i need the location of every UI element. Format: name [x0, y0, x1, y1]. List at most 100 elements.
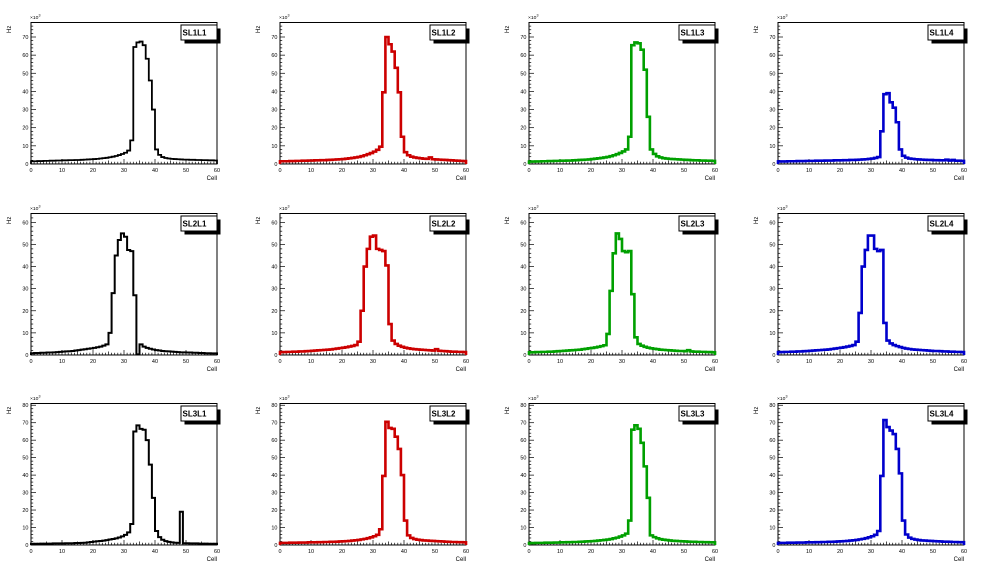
- legend-label: SL1L1: [182, 28, 207, 37]
- x-axis-title: Cell: [456, 557, 466, 563]
- panel-SL3L2: 0 10 20 30 40 50 60 0 10 20 30 40 50 60 70 80 Cell Hz ×103…: [249, 381, 498, 572]
- svg-text:20: 20: [769, 308, 775, 314]
- plot-frame: [777, 21, 965, 165]
- legend-box: [678, 405, 716, 422]
- svg-text:30: 30: [769, 491, 775, 497]
- svg-text:20: 20: [22, 126, 28, 132]
- svg-text:30: 30: [271, 491, 277, 497]
- svg-text:60: 60: [22, 220, 28, 226]
- svg-text:50: 50: [520, 242, 526, 248]
- svg-text:0: 0: [29, 359, 32, 365]
- svg-text:10: 10: [271, 331, 277, 337]
- legend-box: [180, 24, 218, 41]
- svg-text:60: 60: [769, 53, 775, 59]
- legend-label: SL3L1: [183, 410, 208, 419]
- legend-label: SL2L4: [930, 219, 955, 228]
- legend-box: [429, 24, 467, 41]
- y-axis-labels: 0 10 20 30 40 50 60 70: [769, 35, 775, 168]
- histogram-SL1L2: 0 10 20 30 40 50 60 0 10 20 30 40 50 60 70 Cell Hz ×103 SL…: [256, 13, 470, 182]
- svg-text:10: 10: [308, 359, 314, 365]
- histogram-line-SL1L4: [776, 91, 966, 164]
- histogram-line-SL1L3: [527, 41, 717, 164]
- svg-text:20: 20: [22, 508, 28, 514]
- svg-text:40: 40: [401, 549, 407, 555]
- svg-text:20: 20: [271, 508, 277, 514]
- svg-text:50: 50: [769, 242, 775, 248]
- svg-text:60: 60: [463, 359, 469, 365]
- svg-text:20: 20: [520, 508, 526, 514]
- histogram-SL2L1: 0 10 20 30 40 50 60 0 10 20 30 40 50 60 Cell Hz ×103 SL2L…: [7, 204, 221, 373]
- x-axis-labels: 0 10 20 30 40 50 60: [29, 359, 220, 365]
- svg-text:60: 60: [271, 220, 277, 226]
- svg-text:60: 60: [22, 439, 28, 445]
- svg-text:10: 10: [557, 549, 563, 555]
- svg-text:20: 20: [837, 168, 843, 174]
- histogram-line-SL2L1: [30, 232, 218, 355]
- histogram-SL2L3: 0 10 20 30 40 50 60 0 10 20 30 40 50 60 Cell Hz ×103 SL2L…: [505, 204, 719, 373]
- svg-text:10: 10: [22, 331, 28, 337]
- y-axis-title: Hz: [256, 216, 262, 223]
- y-axis-labels: 0 10 20 30 40 50 60: [22, 220, 28, 359]
- y-scale-label: ×103: [528, 13, 538, 20]
- x-axis-ticks: [528, 158, 716, 164]
- histogram-SL1L4: 0 10 20 30 40 50 60 0 10 20 30 40 50 60 70 Cell Hz ×103 SL…: [754, 13, 968, 182]
- svg-text:30: 30: [121, 168, 127, 174]
- svg-text:30: 30: [121, 549, 127, 555]
- svg-text:20: 20: [588, 549, 594, 555]
- svg-text:10: 10: [520, 331, 526, 337]
- y-axis-title: Hz: [256, 407, 262, 414]
- svg-text:70: 70: [271, 421, 277, 427]
- svg-text:80: 80: [22, 404, 28, 410]
- svg-text:0: 0: [523, 162, 526, 168]
- plot-frame: [30, 21, 218, 165]
- svg-text:40: 40: [401, 359, 407, 365]
- svg-text:30: 30: [868, 359, 874, 365]
- svg-text:10: 10: [22, 526, 28, 532]
- y-scale-label: ×103: [30, 13, 40, 20]
- y-axis-labels: 0 10 20 30 40 50 60: [520, 220, 526, 359]
- svg-text:40: 40: [520, 89, 526, 95]
- histogram-SL1L3: 0 10 20 30 40 50 60 0 10 20 30 40 50 60 70 Cell Hz ×103 SL…: [505, 13, 719, 182]
- x-axis-title: Cell: [207, 557, 217, 563]
- svg-text:60: 60: [961, 359, 967, 365]
- svg-text:20: 20: [520, 126, 526, 132]
- svg-text:40: 40: [899, 168, 905, 174]
- svg-text:50: 50: [183, 359, 189, 365]
- svg-text:60: 60: [214, 168, 220, 174]
- svg-text:50: 50: [930, 168, 936, 174]
- svg-text:0: 0: [274, 162, 277, 168]
- y-axis-labels: 0 10 20 30 40 50 60: [769, 220, 775, 359]
- svg-text:0: 0: [25, 162, 28, 168]
- x-axis-title: Cell: [954, 367, 964, 373]
- x-axis-labels: 0 10 20 30 40 50 60: [527, 168, 718, 174]
- y-axis-ticks: [31, 405, 36, 546]
- legend-label: SL1L3: [681, 28, 706, 37]
- svg-text:0: 0: [776, 549, 779, 555]
- svg-text:0: 0: [772, 162, 775, 168]
- y-scale-label: ×103: [777, 395, 787, 402]
- svg-text:80: 80: [769, 404, 775, 410]
- svg-text:50: 50: [22, 242, 28, 248]
- svg-text:60: 60: [271, 53, 277, 59]
- svg-text:50: 50: [271, 71, 277, 77]
- svg-text:30: 30: [22, 108, 28, 114]
- panel-SL1L1: 0 10 20 30 40 50 60 0 10 20 30 40 50 60 70 Cell Hz ×103 SL…: [0, 0, 249, 191]
- histogram-line-SL3L4: [776, 419, 966, 546]
- svg-text:20: 20: [90, 359, 96, 365]
- y-scale-label: ×103: [777, 13, 787, 20]
- histogram-line-SL3L1: [30, 424, 218, 546]
- legend-box: [180, 405, 218, 422]
- svg-text:40: 40: [769, 264, 775, 270]
- svg-text:30: 30: [370, 549, 376, 555]
- svg-text:70: 70: [271, 35, 277, 41]
- histogram-line-SL3L2: [278, 420, 468, 546]
- svg-text:30: 30: [769, 108, 775, 114]
- y-axis-ticks: [529, 405, 534, 546]
- legend-box: [927, 215, 965, 232]
- y-axis-labels: 0 10 20 30 40 50 60 70 80: [520, 404, 526, 550]
- svg-text:50: 50: [271, 456, 277, 462]
- svg-text:30: 30: [868, 549, 874, 555]
- svg-text:60: 60: [214, 549, 220, 555]
- svg-text:20: 20: [769, 126, 775, 132]
- svg-text:20: 20: [769, 508, 775, 514]
